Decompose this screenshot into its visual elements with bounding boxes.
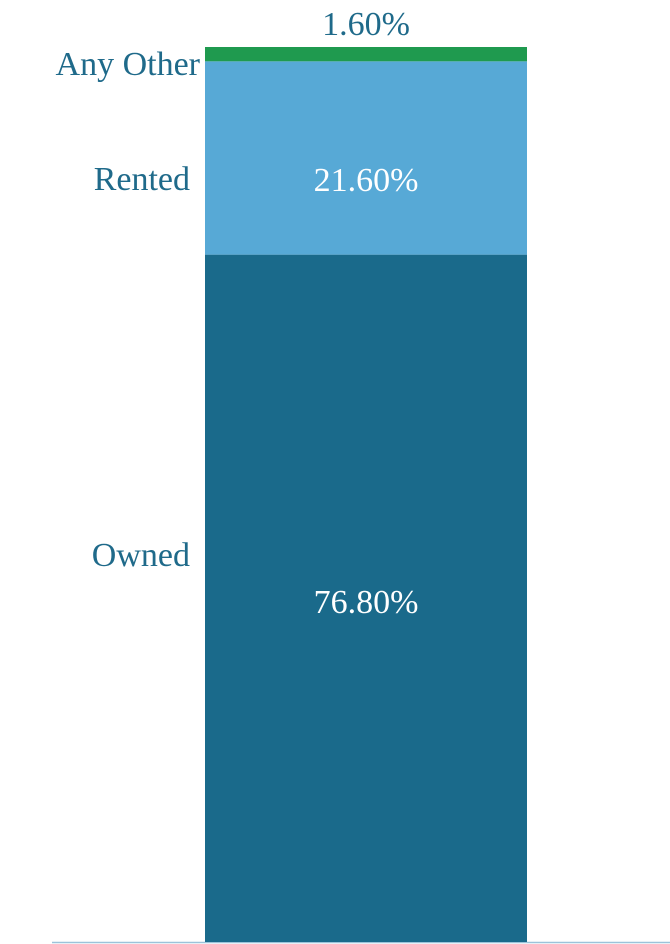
series-label: Owned <box>92 537 190 574</box>
value-label: 1.60% <box>322 6 410 43</box>
series-label: Any Other <box>56 46 201 83</box>
bar-segment <box>205 61 527 255</box>
bar-segment <box>205 254 527 942</box>
value-label: 21.60% <box>314 162 419 199</box>
value-label: 76.80% <box>314 584 419 621</box>
series-label: Rented <box>94 161 190 198</box>
bar-segment <box>205 47 527 62</box>
